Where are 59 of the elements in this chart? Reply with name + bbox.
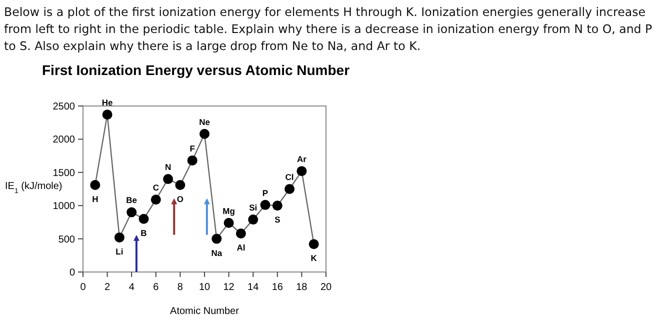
y-tick-label: 2000 — [52, 134, 76, 146]
annotation: Cl — [285, 172, 294, 182]
annotation: Ne — [199, 116, 210, 127]
point — [114, 232, 124, 242]
x-tick-label: 14 — [248, 282, 260, 293]
point — [175, 180, 186, 190]
point — [284, 184, 295, 194]
y-tick-label: 0 — [69, 268, 76, 278]
point — [90, 180, 100, 190]
x-tick-label: 4 — [128, 282, 135, 293]
point — [200, 128, 210, 139]
annotation: He — [102, 98, 113, 108]
point — [272, 200, 282, 211]
annotation: K — [310, 253, 318, 264]
text: Below is a plot of the first ionization energy for elements H through K. Ionization energies generally increase from left to right in the periodic table. Explain why there is a decrease in ionization energy from N to O, and P to S. Also explain why there is a large drop from Ne to Na, and Ar to K. — [4, 5, 652, 53]
annotation: H — [92, 194, 98, 204]
annotation: Al — [236, 242, 246, 252]
y-tick-label: 1000 — [52, 201, 76, 212]
x-tick-label: 12 — [223, 282, 235, 293]
point — [224, 218, 234, 228]
y-tick-label: 500 — [58, 234, 76, 246]
y-tick-label: 2500 — [52, 102, 76, 112]
chart-title: First Ionization Energy versus Atomic Number — [42, 62, 350, 78]
annotation: Li — [116, 246, 124, 256]
x-tick-label: 2 — [104, 282, 111, 293]
x-tick-label: 16 — [272, 282, 284, 293]
x-tick-label: 20 — [320, 282, 332, 293]
point — [236, 228, 246, 238]
annotation: Si — [249, 202, 258, 213]
annotation: P — [262, 188, 268, 198]
annotation: Be — [126, 195, 138, 206]
point — [138, 214, 149, 224]
x-tick-label: 0 — [80, 282, 86, 293]
point — [212, 234, 222, 244]
point — [126, 207, 137, 218]
y-axis-title: IE$_{1}$ (kJ/mole) — [5, 181, 62, 195]
point — [308, 239, 319, 250]
point — [163, 174, 174, 184]
annotation: O — [176, 194, 184, 204]
point — [150, 194, 161, 205]
point — [260, 200, 270, 210]
annotation: Na — [211, 248, 222, 258]
x-tick-label: 10 — [198, 282, 210, 293]
annotation: Mg — [222, 206, 235, 216]
annotation: Ar — [296, 154, 308, 164]
annotation: S — [274, 214, 281, 225]
point — [187, 155, 198, 166]
point — [248, 214, 258, 225]
point — [102, 110, 112, 120]
annotation: C — [152, 182, 159, 193]
x-axis-title: Atomic Number — [170, 306, 240, 317]
annotation: B — [140, 228, 147, 238]
annotation: N — [164, 162, 172, 172]
x-tick-label: 8 — [177, 282, 184, 293]
x-tick-label: 18 — [296, 282, 308, 293]
x-tick-label: 6 — [153, 282, 160, 293]
point — [296, 166, 307, 176]
annotation: F — [190, 143, 195, 154]
y-tick-label: 1500 — [52, 168, 76, 179]
